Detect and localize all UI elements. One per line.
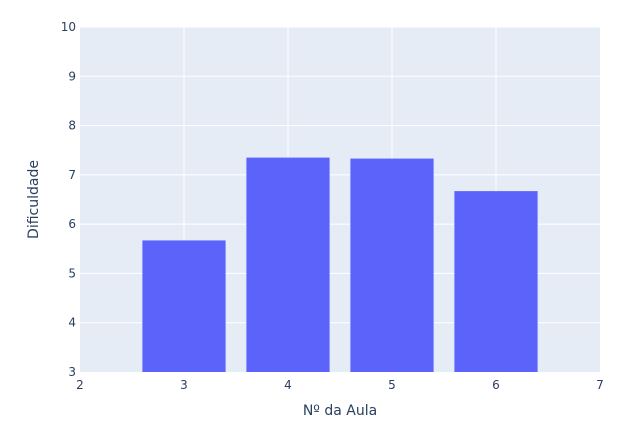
x-tick-label: 4: [284, 378, 292, 392]
x-tick-label: 5: [388, 378, 396, 392]
y-axis-title: Dificuldade: [26, 160, 42, 239]
y-tick-label: 7: [68, 168, 76, 182]
x-axis-title: Nº da Aula: [303, 403, 377, 419]
x-tick-label: 6: [492, 378, 500, 392]
bars: [142, 157, 538, 372]
y-tick-label: 10: [61, 20, 76, 34]
x-axis-ticks: 2 3 4 5 6 7: [76, 378, 604, 392]
y-tick-label: 5: [68, 266, 76, 280]
x-tick-label: 3: [180, 378, 188, 392]
y-tick-label: 9: [68, 69, 76, 83]
y-tick-label: 4: [68, 316, 76, 330]
bar: [350, 158, 434, 372]
bar: [142, 240, 226, 372]
x-tick-label: 7: [596, 378, 604, 392]
y-axis-ticks: 3 4 5 6 7 8 9 10: [61, 20, 76, 379]
y-tick-label: 8: [68, 119, 76, 133]
bar: [246, 157, 330, 372]
x-tick-label: 2: [76, 378, 84, 392]
bar: [454, 191, 538, 372]
y-tick-label: 3: [68, 365, 76, 379]
y-tick-label: 6: [68, 217, 76, 231]
